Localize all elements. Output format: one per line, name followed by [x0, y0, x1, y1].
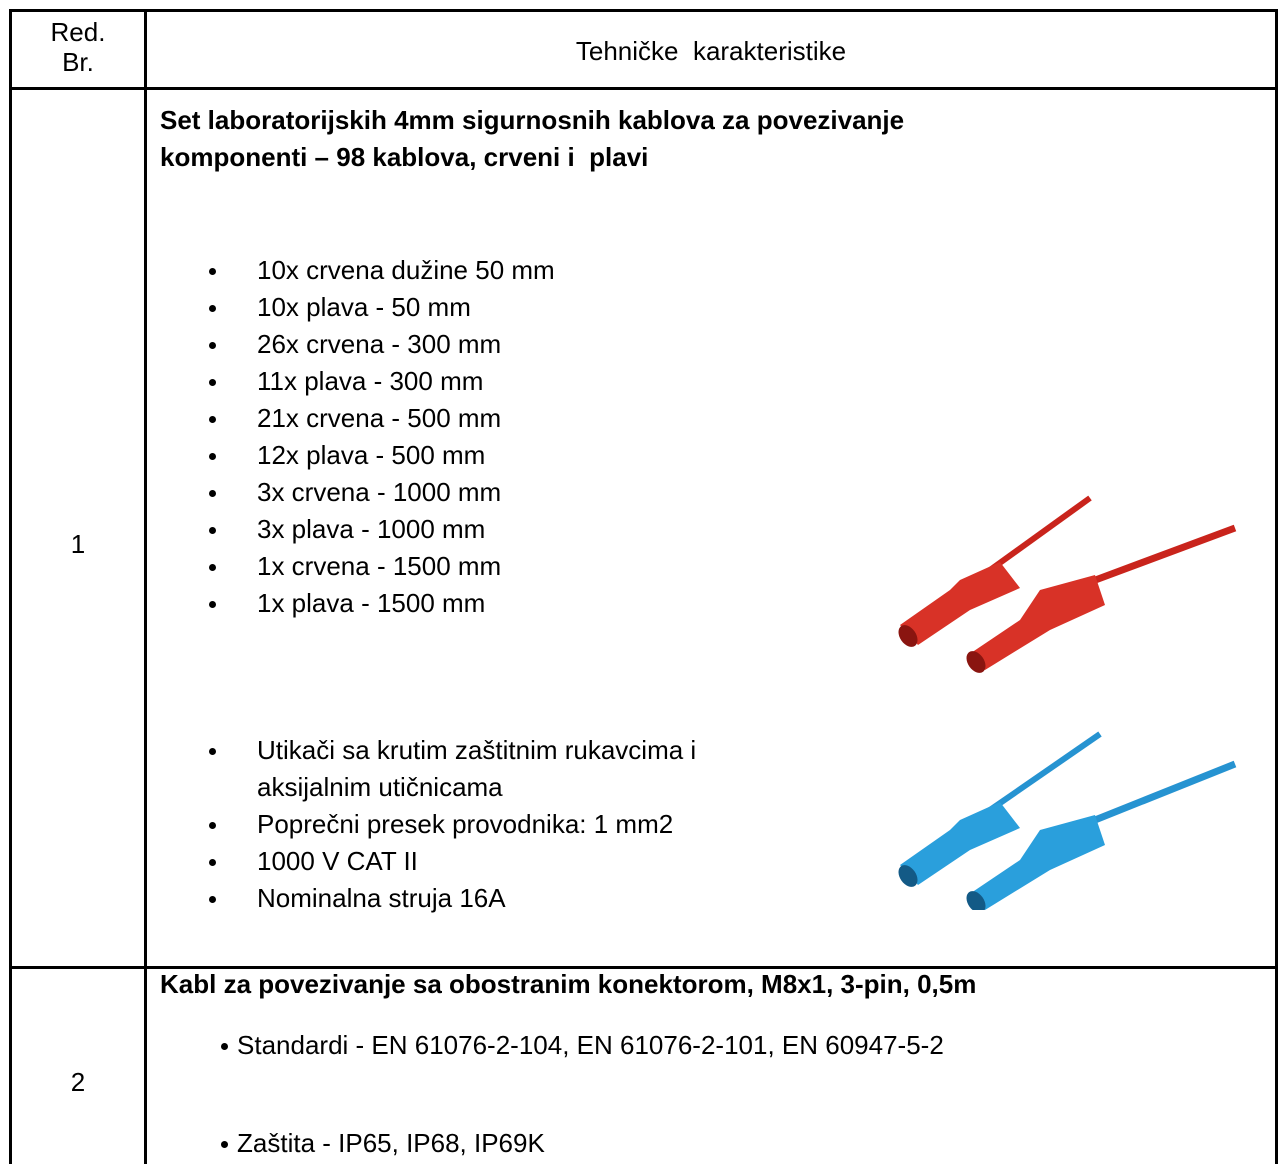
table-border [1275, 9, 1278, 1164]
bullet [209, 822, 216, 829]
list-item: Poprečni presek provodnika: 1 mm2 [257, 809, 674, 839]
row-title: Kabl za povezivanje sa obostranim konekt… [160, 969, 977, 999]
row-title: komponenti – 98 kablova, crveni i plavi [160, 142, 649, 172]
table-border [9, 87, 1278, 90]
bullet [209, 748, 216, 755]
list-item: 3x plava - 1000 mm [257, 514, 486, 544]
list-item: 26x crvena - 300 mm [257, 329, 502, 359]
row-number: 1 [70, 529, 86, 559]
list-item: 12x plava - 500 mm [257, 440, 486, 470]
list-item: 3x crvena - 1000 mm [257, 477, 502, 507]
table-border [9, 966, 1278, 969]
row-number: 2 [70, 1067, 86, 1097]
bullet [209, 527, 216, 534]
bullet [209, 896, 216, 903]
bullet [209, 305, 216, 312]
bullet [209, 490, 216, 497]
bullet [221, 1043, 228, 1050]
list-item: Utikači sa krutim zaštitnim rukavcima i [257, 735, 697, 765]
list-item: 1x crvena - 1500 mm [257, 551, 502, 581]
bullet [209, 379, 216, 386]
table-border [9, 9, 12, 1164]
table-border [9, 9, 1278, 12]
list-item: aksijalnim utičnicama [257, 772, 503, 802]
bullet [209, 416, 216, 423]
bullet [209, 453, 216, 460]
list-item: 1000 V CAT II [257, 846, 418, 876]
row-title: Set laboratorijskih 4mm sigurnosnih kabl… [160, 105, 905, 135]
bullet [209, 564, 216, 571]
list-item: 10x crvena dužine 50 mm [257, 255, 555, 285]
bullet [209, 601, 216, 608]
list-item: Zaštita - IP65, IP68, IP69K [237, 1128, 545, 1158]
list-item: Standardi - EN 61076-2-104, EN 61076-2-1… [237, 1030, 944, 1060]
header-cell: Tehničke karakteristike [575, 36, 847, 66]
list-item: 21x crvena - 500 mm [257, 403, 502, 433]
blue-cables [898, 731, 1237, 910]
bullet [221, 1141, 228, 1148]
list-item: 10x plava - 50 mm [257, 292, 471, 322]
red-cables [898, 495, 1237, 673]
cable-image [898, 495, 1237, 910]
bullet [209, 268, 216, 275]
bullet [209, 859, 216, 866]
header-cell: Br. [62, 47, 94, 77]
list-item: Nominalna struja 16A [257, 883, 506, 913]
list-item: 11x plava - 300 mm [257, 366, 484, 396]
table-border [144, 9, 147, 1164]
list-item: 1x plava - 1500 mm [257, 588, 486, 618]
header-cell: Red. [50, 17, 106, 47]
bullet [209, 342, 216, 349]
